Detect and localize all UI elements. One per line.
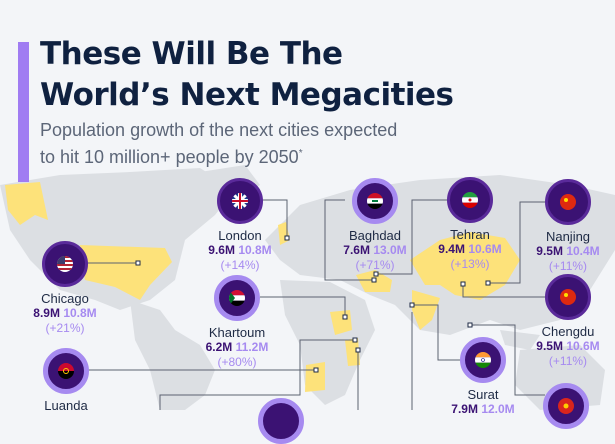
sudan-flag-icon	[214, 275, 260, 321]
subtitle-line-2: to hit 10 million+ people by 2050*	[40, 147, 303, 167]
current-population: 7.6M	[343, 243, 370, 257]
title-line-1: These Will Be The	[40, 36, 343, 72]
growth-percent: (+71%)	[355, 258, 395, 272]
growth-percent: (+21%)	[45, 321, 85, 335]
city-name: Chicago	[41, 291, 89, 306]
page-title: These Will Be The World’s Next Megacitie…	[40, 34, 454, 116]
city-name: Tehran	[450, 227, 490, 242]
current-population: 9.6M	[208, 243, 235, 257]
city-khartoum: Khartoum 6.2M 11.2M (+80%)	[177, 275, 297, 370]
india-flag-icon	[460, 337, 506, 383]
current-population: 9.5M	[536, 244, 563, 258]
us-flag-icon	[42, 241, 88, 287]
uk-flag-icon	[217, 178, 263, 224]
city-luanda: Luanda	[6, 348, 126, 413]
city-name: Luanda	[44, 398, 88, 413]
footnote-mark: *	[298, 148, 303, 159]
location-markers	[135, 235, 491, 373]
city-baghdad: Baghdad 7.6M 13.0M (+71%)	[315, 178, 435, 273]
subtitle-line-1: Population growth of the next cities exp…	[40, 120, 398, 140]
future-population: 10.6M	[468, 242, 502, 256]
city-surat: Surat 7.9M 12.0M	[423, 337, 543, 417]
city-name: London	[218, 228, 262, 243]
subtitle: Population growth of the next cities exp…	[40, 118, 397, 169]
connector-lines	[85, 199, 548, 410]
iraq-flag-icon	[352, 178, 398, 224]
title-line-2: World’s Next Megacities	[40, 77, 454, 113]
iran-flag-icon	[447, 177, 493, 223]
angola-flag-icon	[43, 348, 89, 394]
current-population: 9.4M	[438, 242, 465, 256]
city-chicago: Chicago 8.9M 10.8M (+21%)	[5, 241, 125, 336]
future-population: 12.0M	[481, 402, 515, 416]
current-population: 7.9M	[451, 402, 478, 416]
accent-bar	[18, 42, 29, 182]
current-population: 6.2M	[205, 340, 233, 354]
city-badge-partial	[258, 398, 304, 444]
city-nanjing: Nanjing 9.5M 10.4M (+11%)	[508, 179, 615, 274]
china-flag-icon	[545, 274, 591, 320]
growth-percent: (+14%)	[220, 258, 260, 272]
city-name: Nanjing	[545, 229, 591, 244]
current-population: 9.5M	[536, 339, 563, 353]
china-flag-icon	[545, 179, 591, 225]
city-name: Surat	[467, 387, 499, 402]
vietnam-flag-icon	[543, 383, 589, 429]
future-population: 10.6M	[566, 339, 600, 353]
city-london: London 9.6M 10.8M (+14%)	[180, 178, 300, 273]
growth-percent: (+80%)	[217, 355, 257, 369]
city-tehran: Tehran 9.4M 10.6M (+13%)	[410, 177, 530, 272]
growth-percent: (+13%)	[450, 257, 490, 271]
current-population: 8.9M	[33, 306, 60, 320]
future-population: 10.4M	[566, 244, 600, 258]
city-name: Chengdu	[541, 324, 595, 339]
future-population: 10.8M	[238, 243, 272, 257]
future-population: 11.2M	[235, 340, 269, 354]
growth-percent: (+11%)	[548, 259, 588, 273]
city-name: Baghdad	[348, 228, 402, 243]
city-name: Khartoum	[208, 325, 266, 340]
future-population: 13.0M	[373, 243, 407, 257]
growth-percent: (+11%)	[548, 354, 588, 368]
future-population: 10.8M	[63, 306, 97, 320]
city-chengdu: Chengdu 9.5M 10.6M (+11%)	[508, 274, 615, 369]
